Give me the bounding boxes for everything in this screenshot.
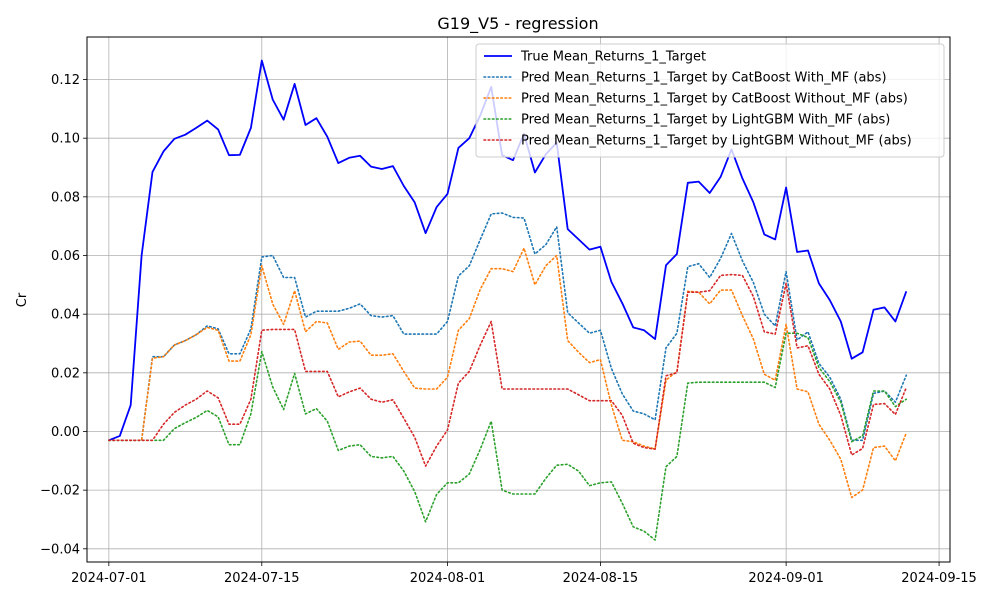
y-tick-label: −0.04 (40, 542, 80, 557)
series-line-4 (108, 273, 908, 467)
x-tick-label: 2024-07-01 (71, 571, 147, 586)
series-line-3 (108, 332, 908, 541)
series-line-2 (108, 247, 908, 499)
plot-frame (86, 36, 951, 563)
x-tick-label: 2024-08-15 (563, 571, 639, 586)
chart-title: G19_V5 - regression (437, 14, 598, 34)
legend-box (475, 43, 945, 158)
y-tick-label: 0.04 (51, 308, 80, 323)
series-line-1 (108, 212, 908, 442)
y-tick-label: 0.12 (51, 73, 80, 88)
y-tick-label: 0.08 (51, 190, 80, 205)
legend-label-1: Pred Mean_Returns_1_Target by CatBoost W… (521, 71, 887, 86)
y-tick-label: 0.06 (51, 249, 80, 264)
x-tick-label: 2024-08-01 (410, 571, 486, 586)
x-axis-ticks: 2024-07-01 2024-07-15 2024-08-01 2024-08-15… (71, 562, 977, 586)
y-tick-label: −0.02 (40, 484, 80, 499)
legend-label-0: True Mean_Returns_1_Target (520, 50, 706, 65)
legend-label-2: Pred Mean_Returns_1_Target by CatBoost W… (521, 92, 908, 107)
x-tick-label: 2024-09-15 (901, 571, 977, 586)
y-tick-label: 0.10 (51, 132, 80, 147)
y-tick-label: 0.02 (51, 366, 80, 381)
legend: True Mean_Returns_1_Target Pred Mean_Retu… (475, 43, 945, 158)
y-axis-label: Cr (15, 292, 30, 307)
x-tick-label: 2024-07-15 (224, 571, 300, 586)
legend-label-4: Pred Mean_Returns_1_Target by LightGBM W… (521, 134, 912, 149)
series-lines (108, 59, 908, 541)
legend-label-3: Pred Mean_Returns_1_Target by LightGBM W… (521, 113, 890, 128)
x-tick-label: 2024-09-01 (748, 571, 824, 586)
series-line-0 (108, 59, 908, 442)
y-tick-label: 0.00 (51, 425, 80, 440)
y-axis-ticks: −0.04 −0.02 0.00 0.02 0.04 0.06 0.08 0.10 0.12 (40, 73, 87, 557)
